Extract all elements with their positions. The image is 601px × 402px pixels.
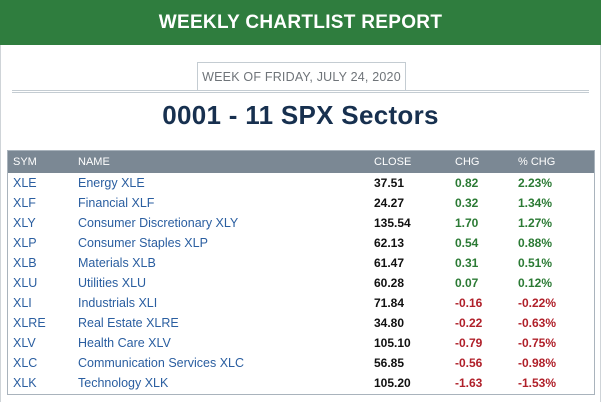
percent-change-value: 0.88%: [518, 236, 553, 250]
column-header-sym[interactable]: SYM: [13, 156, 37, 168]
change-value: -0.79: [455, 336, 483, 350]
change-value: 0.07: [455, 276, 479, 290]
sector-name-link[interactable]: Communication Services XLC: [78, 356, 245, 370]
table-row[interactable]: XLF Financial XLF 24.27 0.32 1.34%: [8, 193, 594, 213]
change-value: 0.32: [455, 196, 479, 210]
column-header-name[interactable]: NAME: [78, 156, 110, 168]
report-header-title: WEEKLY CHARTLIST REPORT: [158, 11, 443, 33]
sector-name-link[interactable]: Materials XLB: [78, 256, 156, 270]
table-row[interactable]: XLRE Real Estate XLRE 34.80 -0.22 -0.63%: [8, 313, 594, 333]
percent-change-value: -0.75%: [518, 336, 557, 350]
change-value: -0.22: [455, 316, 483, 330]
percent-change-value: -0.22%: [518, 296, 557, 310]
column-header-chg[interactable]: CHG: [455, 156, 480, 168]
divider: [12, 90, 589, 93]
table-header-row: SYM NAME CLOSE CHG % CHG: [8, 151, 594, 173]
sector-name-link[interactable]: Utilities XLU: [78, 276, 147, 290]
column-header-pct-chg[interactable]: % CHG: [518, 156, 556, 168]
close-value: 105.10: [374, 336, 411, 350]
symbol-link[interactable]: XLI: [13, 296, 32, 310]
percent-change-value: 2.23%: [518, 176, 553, 190]
table-row[interactable]: XLC Communication Services XLC 56.85 -0.56 -…: [8, 353, 594, 373]
sector-name-link[interactable]: Consumer Staples XLP: [78, 236, 208, 250]
symbol-link[interactable]: XLRE: [13, 316, 46, 330]
table-row[interactable]: XLI Industrials XLI 71.84 -0.16 -0.22%: [8, 293, 594, 313]
symbol-link[interactable]: XLU: [13, 276, 38, 290]
symbol-link[interactable]: XLC: [13, 356, 38, 370]
close-value: 56.85: [374, 356, 405, 370]
symbol-link[interactable]: XLB: [13, 256, 37, 270]
table-row[interactable]: XLK Technology XLK 105.20 -1.63 -1.53%: [8, 373, 594, 393]
percent-change-value: -0.98%: [518, 356, 557, 370]
close-value: 105.20: [374, 376, 411, 390]
sector-name-link[interactable]: Financial XLF: [78, 196, 155, 210]
close-value: 135.54: [374, 216, 411, 230]
close-value: 60.28: [374, 276, 405, 290]
change-value: 0.82: [455, 176, 479, 190]
percent-change-value: -0.63%: [518, 316, 557, 330]
sector-table: SYM NAME CLOSE CHG % CHG XLE Energy XLE 37…: [7, 150, 595, 395]
percent-change-value: 0.12%: [518, 276, 553, 290]
symbol-link[interactable]: XLY: [13, 216, 36, 230]
change-value: 1.70: [455, 216, 479, 230]
close-value: 71.84: [374, 296, 405, 310]
symbol-link[interactable]: XLP: [13, 236, 37, 250]
page-title: 0001 - 11 SPX Sectors: [162, 100, 439, 130]
table-row[interactable]: XLE Energy XLE 37.51 0.82 2.23%: [8, 173, 594, 193]
symbol-link[interactable]: XLF: [13, 196, 36, 210]
column-header-close[interactable]: CLOSE: [374, 156, 412, 168]
change-value: -0.16: [455, 296, 483, 310]
close-value: 37.51: [374, 176, 405, 190]
close-value: 61.47: [374, 256, 405, 270]
sector-name-link[interactable]: Industrials XLI: [78, 296, 158, 310]
table-body: XLE Energy XLE 37.51 0.82 2.23% XLF Financial …: [8, 173, 594, 393]
sector-name-link[interactable]: Energy XLE: [78, 176, 145, 190]
percent-change-value: 1.34%: [518, 196, 553, 210]
table-row[interactable]: XLU Utilities XLU 60.28 0.07 0.12%: [8, 273, 594, 293]
change-value: -0.56: [455, 356, 483, 370]
close-value: 34.80: [374, 316, 405, 330]
table-row[interactable]: XLY Consumer Discretionary XLY 135.54 1.70 1…: [8, 213, 594, 233]
table-row[interactable]: XLP Consumer Staples XLP 62.13 0.54 0.88%: [8, 233, 594, 253]
sector-name-link[interactable]: Health Care XLV: [78, 336, 171, 350]
change-value: -1.63: [455, 376, 483, 390]
symbol-link[interactable]: XLK: [13, 376, 37, 390]
close-value: 62.13: [374, 236, 405, 250]
week-label: WEEK OF FRIDAY, JULY 24, 2020: [202, 69, 401, 84]
report-header: WEEKLY CHARTLIST REPORT: [0, 0, 601, 45]
week-label-box: WEEK OF FRIDAY, JULY 24, 2020: [197, 62, 406, 90]
symbol-link[interactable]: XLV: [13, 336, 36, 350]
percent-change-value: -1.53%: [518, 376, 557, 390]
symbol-link[interactable]: XLE: [13, 176, 37, 190]
sector-name-link[interactable]: Real Estate XLRE: [78, 316, 179, 330]
percent-change-value: 0.51%: [518, 256, 553, 270]
percent-change-value: 1.27%: [518, 216, 553, 230]
close-value: 24.27: [374, 196, 405, 210]
change-value: 0.54: [455, 236, 479, 250]
change-value: 0.31: [455, 256, 479, 270]
sector-name-link[interactable]: Technology XLK: [78, 376, 169, 390]
sector-name-link[interactable]: Consumer Discretionary XLY: [78, 216, 239, 230]
table-row[interactable]: XLB Materials XLB 61.47 0.31 0.51%: [8, 253, 594, 273]
table-row[interactable]: XLV Health Care XLV 105.10 -0.79 -0.75%: [8, 333, 594, 353]
